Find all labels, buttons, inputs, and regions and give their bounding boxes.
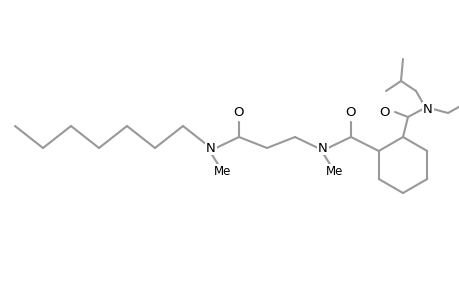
Text: O: O (379, 106, 389, 118)
Text: N: N (422, 103, 432, 116)
Text: N: N (318, 142, 327, 154)
Text: Me: Me (214, 164, 231, 178)
Text: O: O (233, 106, 244, 118)
Text: N: N (206, 142, 215, 154)
Text: O: O (345, 106, 355, 118)
Text: Me: Me (325, 164, 343, 178)
